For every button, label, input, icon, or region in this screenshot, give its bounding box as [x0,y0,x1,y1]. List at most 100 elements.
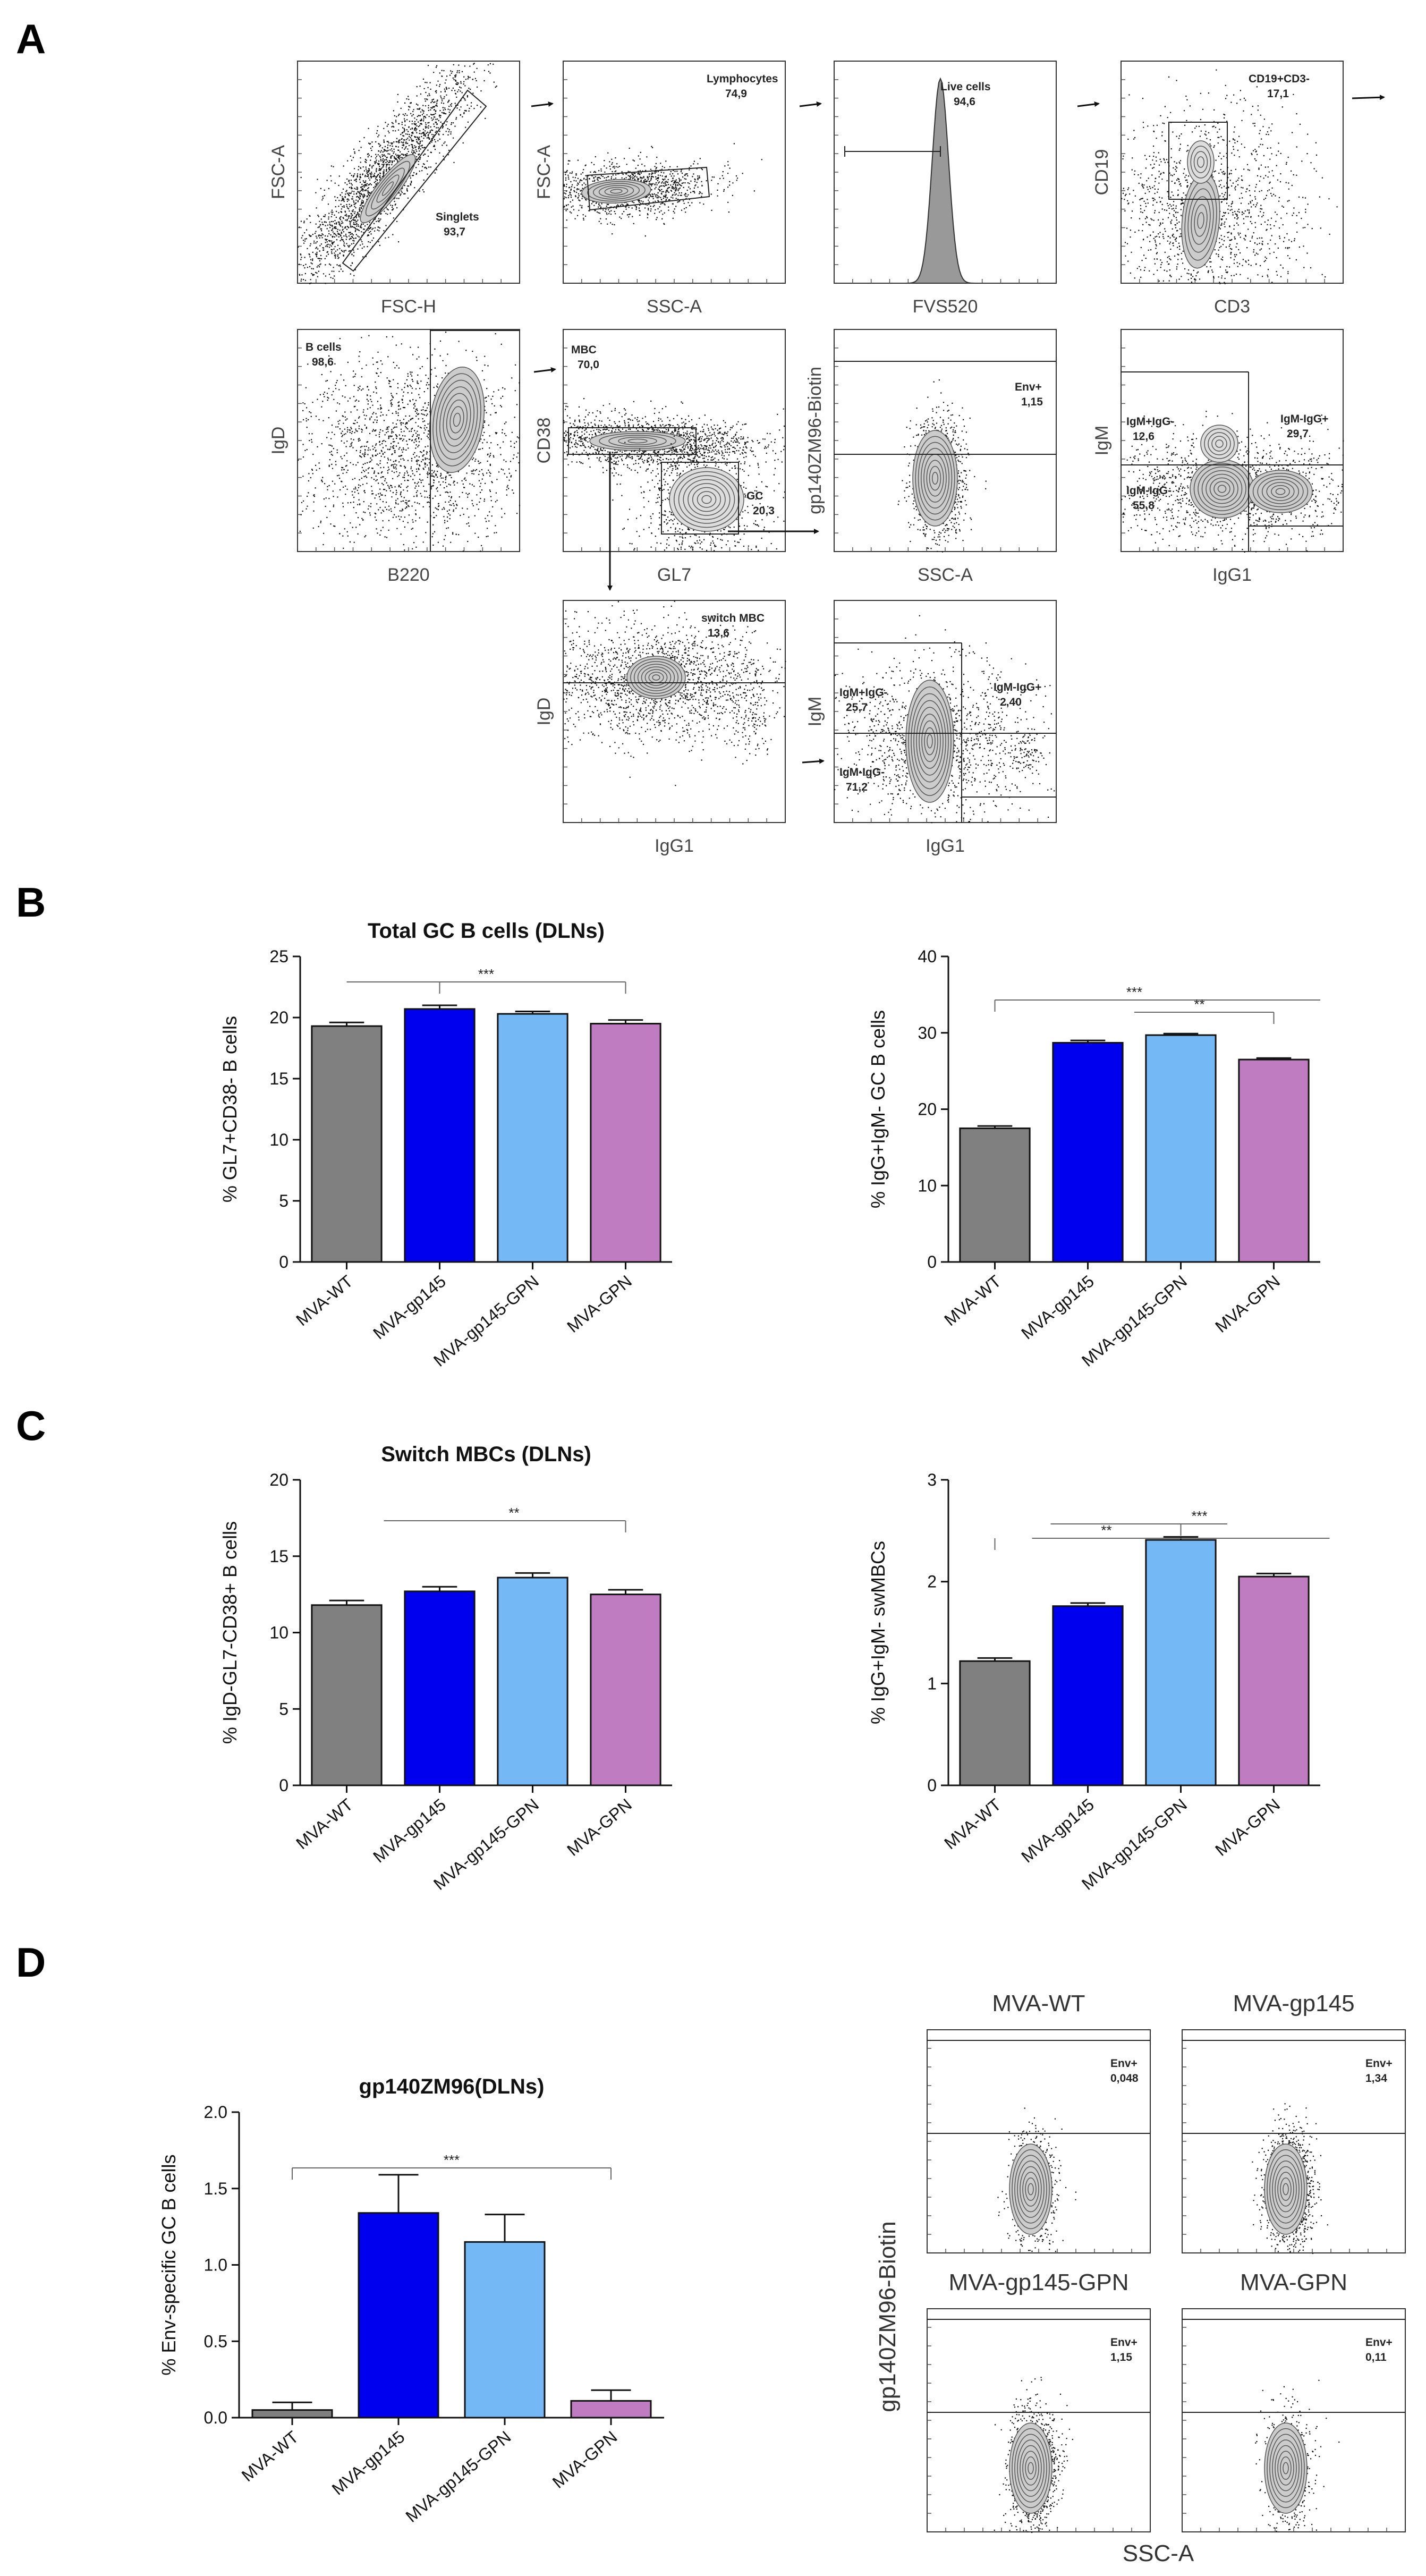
panel-d-plot-3: MVA-GPN Env+ 0,11 [1182,2269,1406,2532]
gate-name: Lymphocytes [707,73,778,85]
density-contour [669,467,744,532]
error-bar [1256,1057,1292,1060]
error-bar [422,1586,457,1591]
y-axis-label: CD19 [1092,149,1112,196]
y-axis-label: FSC-A [268,145,288,199]
density-contour [701,495,712,504]
density-contour [1187,140,1215,184]
density-contour [449,406,464,434]
y-axis-label: IgM [1092,426,1112,456]
y-axis-label: % Env-specific GC B cells [158,2154,180,2375]
x-axis-label: SSC-A [918,565,973,585]
gate-value: 13,6 [708,627,729,639]
y-axis-label: IgD [534,698,554,726]
y-tick-label: 10 [269,1623,288,1642]
density-contour [1187,188,1214,253]
density-contour [1209,477,1235,501]
density-contour [1269,2155,1302,2224]
gate-value: 1,15 [1110,2351,1132,2363]
gate-lines [430,329,520,552]
significance-stars: ** [1101,1522,1111,1538]
density-contour [587,181,646,202]
y-tick-label: 15 [269,1069,288,1088]
bar-mva-gpn [590,1594,661,1786]
density-contour [1197,212,1204,229]
bar-mva-wt [251,2409,333,2419]
gate-name: IgM+IgG- [1126,416,1174,428]
density-contour [1020,2445,1042,2492]
density-contour [1280,2177,1292,2201]
error-bar [977,1657,1013,1662]
density-contour [592,183,640,200]
flow-cytometry-panel: Singlets 93,7 FSC-H FSC-A Lymphocytes 74,9 SSC… [268,61,1344,856]
panel-d-plot-2: MVA-gp145-GPN Env+ 1,15 [927,2269,1151,2533]
density-contour [626,656,686,699]
density-contour [1266,482,1295,501]
significance-bracket [384,1520,626,1532]
panel-d-x-label: SSC-A [1123,2540,1194,2566]
gate-name: B cells [305,341,342,353]
y-axis-label: % IgG+IgM- swMBCs [867,1541,889,1724]
density-contour [919,714,941,769]
axis-ticks [1121,348,1325,552]
density-contour [1020,2166,1042,2213]
density-contour [1257,476,1304,507]
gate-value: 0,11 [1365,2351,1387,2363]
chart-title: Switch MBCs (DLNs) [381,1443,591,1466]
axis-ticks [834,618,1038,823]
y-tick-label: 2 [927,1572,937,1591]
x-axis-label: SSC-A [647,296,702,317]
density-contour [634,661,678,694]
bar-mva-gp145-gpn [464,2241,546,2419]
gate-value: 70,0 [578,359,599,371]
density-contour [1190,459,1254,519]
gating-arrow [799,101,822,107]
error-bar [329,1021,364,1027]
error-bar [272,2401,312,2410]
gate-value: 17,1 [1267,88,1289,100]
density-contour [1272,2439,1300,2497]
x-tick-label: MVA-GPN [1211,1795,1284,1860]
density-contour [932,472,938,485]
histogram-peak [893,77,988,284]
y-tick-label: 10 [269,1130,288,1149]
density-contour [1277,2451,1294,2486]
density-contour [627,438,648,444]
axis-ticks [563,618,767,823]
bar-mva-wt [311,1025,383,1263]
y-tick-label: 2.0 [204,2103,227,2122]
error-bar [608,1589,643,1595]
panel-d-plot-1: MVA-gp145 Env+ 1,34 [1182,1990,1406,2254]
density-contour [911,693,949,790]
error-bar [591,2389,631,2401]
y-axis-label: % IgG+IgM- GC B cells [867,1010,889,1208]
density-contour [1280,2456,1292,2480]
significance-stars: *** [478,966,494,982]
x-tick-label: MVA-GPN [563,1272,635,1336]
significance-bracket [346,981,626,994]
chart-title: Total GC B cells (DLNs) [368,919,605,943]
error-bar [515,1572,550,1578]
density-contour [697,491,717,508]
density-contour [381,181,394,196]
density-contour [371,167,405,210]
x-tick-label: MVA-gp145 [1017,1272,1098,1343]
chart-title: gp140ZM96(DLNs) [359,2075,545,2098]
density-contour [1275,2445,1297,2492]
error-bar [378,2174,419,2213]
bar-mva-gp145 [1052,1605,1124,1786]
flow-plot-env: Env+ 1,15 SSC-A gp140ZM96-Biotin [805,329,1057,585]
gate-name: Env+ [1365,2057,1393,2070]
bar-mva-gp145 [404,1590,476,1786]
y-tick-label: 25 [269,947,288,966]
density-contour [905,680,954,803]
gate-lines [834,642,1056,823]
error-bar [1070,1602,1106,1606]
x-axis-label: IgG1 [655,836,694,856]
x-tick-label: MVA-WT [292,1795,356,1853]
density-contour [1191,196,1211,245]
gate-polygon [342,89,487,272]
density-contour [360,154,416,223]
density-contour [644,669,668,686]
